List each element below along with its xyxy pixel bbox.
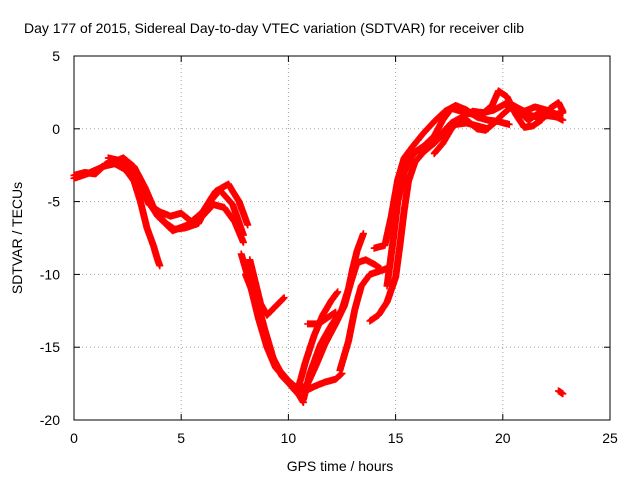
chart-title: Day 177 of 2015, Sidereal Day-to-day VTE…	[24, 20, 524, 36]
series-18	[510, 102, 567, 118]
series-markers	[295, 288, 342, 389]
series-11	[304, 308, 340, 328]
series-10	[299, 230, 367, 404]
series-markers	[104, 154, 252, 235]
y-tick-label: -5	[48, 194, 61, 210]
series-12	[336, 265, 391, 374]
series-4	[104, 154, 252, 235]
y-tick-label: 0	[52, 121, 60, 137]
y-tick-label: -10	[40, 266, 60, 282]
series-13	[366, 119, 492, 325]
x-tick-label: 15	[388, 430, 404, 446]
x-tick-label: 20	[495, 430, 511, 446]
y-tick-label: -15	[40, 339, 60, 355]
x-tick-label: 25	[602, 430, 618, 446]
y-tick-label: -20	[40, 412, 60, 428]
x-tick-label: 5	[177, 430, 185, 446]
series-19	[555, 387, 567, 398]
x-tick-label: 0	[70, 430, 78, 446]
series-markers	[304, 308, 340, 328]
series-markers	[366, 119, 492, 325]
x-axis-label: GPS time / hours	[287, 458, 394, 474]
y-axis-label: SDTVAR / TECUs	[9, 182, 25, 294]
y-tick-label: 5	[52, 48, 60, 64]
data-marks	[70, 87, 567, 406]
series-markers	[70, 154, 247, 239]
series-9	[295, 288, 342, 389]
series-markers	[510, 102, 567, 118]
series-markers	[336, 265, 391, 374]
plot-frame	[73, 55, 611, 421]
x-tick-label: 10	[281, 430, 297, 446]
series-2	[70, 154, 247, 239]
series-markers	[555, 387, 567, 398]
series-markers	[299, 230, 367, 404]
